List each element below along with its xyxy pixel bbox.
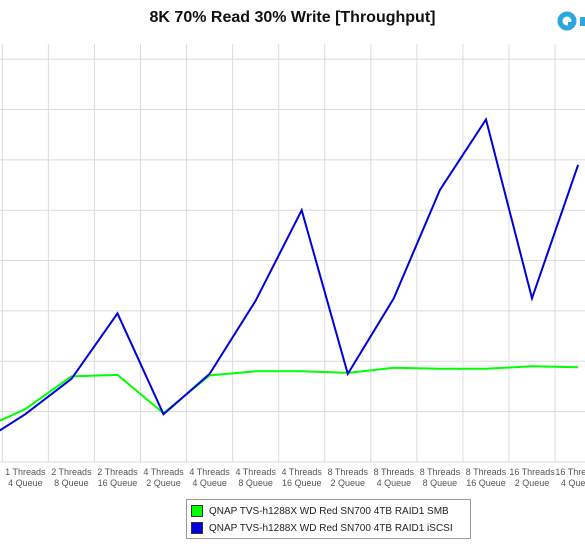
legend-item-smb: QNAP TVS-h1288X WD Red SN700 4TB RAID1 S… — [191, 503, 449, 519]
series-line-smb — [0, 365, 579, 422]
legend-label-iscsi: QNAP TVS-h1288X WD Red SN700 4TB RAID1 i… — [209, 522, 453, 534]
legend-item-iscsi: QNAP TVS-h1288X WD Red SN700 4TB RAID1 i… — [191, 520, 453, 536]
legend-swatch-iscsi — [191, 522, 203, 534]
x-tick-label: 8 Threads 4 Queue — [374, 467, 415, 488]
series-line-iscsi — [0, 117, 580, 432]
legend-swatch-smb — [191, 505, 203, 517]
x-tick-label: 4 Threads 8 Queue — [235, 467, 276, 488]
x-tick-label: 4 Threads 4 Queue — [189, 467, 230, 488]
x-tick-label: 8 Threads 8 Queue — [420, 467, 461, 488]
chart-legend: QNAP TVS-h1288X WD Red SN700 4TB RAID1 S… — [186, 499, 471, 539]
x-tick-label: 1 Threads 4 Queue — [5, 467, 46, 488]
chart-title: 8K 70% Read 30% Write [Throughput] — [149, 9, 436, 26]
x-tick-label: 2 Threads 8 Queue — [51, 467, 92, 488]
x-tick-label: 2 Threads 16 Queue — [97, 467, 138, 488]
x-tick-label: 8 Threads 16 Queue — [466, 467, 507, 488]
x-tick-label: 8 Threads 2 Queue — [328, 467, 369, 488]
brand-logo-icon — [555, 9, 585, 33]
x-tick-label: 4 Threads 16 Queue — [282, 467, 323, 488]
x-tick-label: 16 Threads 2 Queue — [509, 467, 555, 488]
legend-label-smb: QNAP TVS-h1288X WD Red SN700 4TB RAID1 S… — [209, 505, 449, 517]
x-tick-label: 4 Threads 2 Queue — [143, 467, 184, 488]
